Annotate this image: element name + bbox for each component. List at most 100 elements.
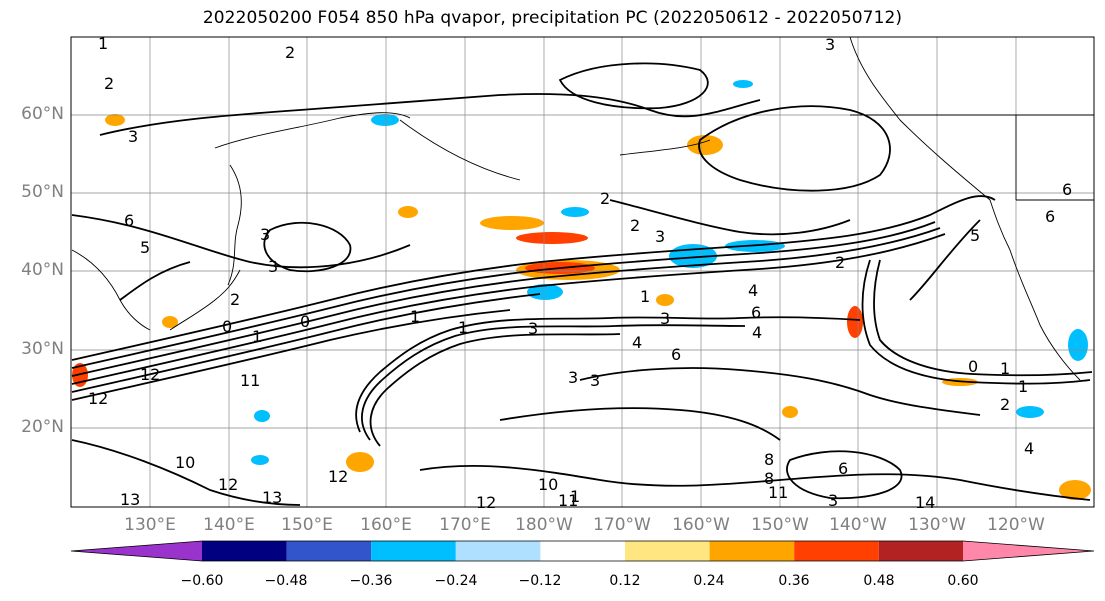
contour-label: 12 <box>140 365 160 384</box>
contour-label: 4 <box>1024 439 1034 458</box>
contour-label: 2 <box>600 189 610 208</box>
contour-label: 2 <box>230 290 240 309</box>
colorbar-tick-label: 0.48 <box>863 573 895 589</box>
contour-label: 10 <box>538 475 558 494</box>
contour-label: 1 <box>410 307 420 326</box>
contour-label: 8 <box>764 450 774 469</box>
contour-label: 6 <box>751 303 761 322</box>
colorbar-swatch <box>878 541 964 561</box>
colorbar-swatch <box>540 541 625 561</box>
lon-label: 150°E <box>281 515 333 535</box>
contour-label: 11 <box>240 371 260 390</box>
contour-label: 12 <box>328 467 348 486</box>
colorbar <box>70 540 1095 562</box>
contour-label: 4 <box>632 333 642 352</box>
contour-label: 8 <box>764 469 774 488</box>
contour-label: 12 <box>218 475 238 494</box>
contour-label: 11 <box>768 483 788 502</box>
contour-label: 3 <box>825 35 835 54</box>
contour-label: 3 <box>660 309 670 328</box>
lon-label: 180°W <box>515 515 573 535</box>
contour-label: 4 <box>748 281 758 300</box>
contour-label: 6 <box>1045 207 1055 226</box>
contour-label: 6 <box>124 211 134 230</box>
contour-label: 0 <box>300 312 310 331</box>
lon-label: 170°E <box>439 515 491 535</box>
colorbar-tick-label: −0.48 <box>264 573 308 589</box>
colorbar-tick-label: 0.36 <box>778 573 810 589</box>
contour-labels: 1 2 3 2 3 2 2 3 3 6 5 3 2 1 0 0 1 1 3 3 … <box>88 34 1072 512</box>
lon-label: 140°E <box>203 515 255 535</box>
contour-label: 1 <box>98 34 108 53</box>
lon-label: 150°W <box>751 515 809 535</box>
contour-label: 2 <box>835 253 845 272</box>
contour-label: 12 <box>88 389 108 408</box>
lat-label: 60°N <box>21 104 64 124</box>
contour-label: 10 <box>175 453 195 472</box>
colorbar-swatch <box>202 541 287 561</box>
colorbar-swatch <box>794 541 879 561</box>
qvapor-contours <box>71 62 1093 506</box>
contour-label: 1 <box>640 287 650 306</box>
colorbar-tick-label: 0.12 <box>609 573 641 589</box>
contour-label: 3 <box>128 127 138 146</box>
contour-label: 1 <box>458 318 468 337</box>
contour-label: 5 <box>140 238 150 257</box>
colorbar-swatch <box>963 541 1094 561</box>
contour-label: 6 <box>1062 180 1072 199</box>
colorbar-outline <box>70 540 1095 562</box>
contour-label: 2 <box>104 74 114 93</box>
lon-label: 140°W <box>829 515 887 535</box>
lon-label: 120°W <box>987 515 1045 535</box>
contour-label: 3 <box>260 225 270 244</box>
colorbar-swatch <box>625 541 710 561</box>
contour-label: 2 <box>285 43 295 62</box>
contour-label: 5 <box>970 226 980 245</box>
lat-label: 20°N <box>21 417 64 437</box>
colorbar-tick-label: 0.60 <box>947 573 979 589</box>
contour-label: 1 <box>1000 359 1010 378</box>
contour-label: 14 <box>915 493 935 512</box>
colorbar-swatch <box>455 541 541 561</box>
contour-label: 0 <box>968 357 978 376</box>
contour-label: 1 <box>252 327 262 346</box>
contour-label: 11 <box>558 491 578 510</box>
lon-label: 170°W <box>593 515 651 535</box>
contour-label: 4 <box>752 323 762 342</box>
colorbar-tick-label: 0.24 <box>693 573 725 589</box>
contour-label: 3 <box>828 491 838 510</box>
colorbar-tick-label: −0.60 <box>180 573 224 589</box>
map-title: 2022050200 F054 850 hPa qvapor, precipit… <box>202 8 903 28</box>
contour-label: 13 <box>120 490 140 509</box>
map-frame <box>70 36 1095 508</box>
colorbar-swatch <box>709 541 795 561</box>
contour-label: 2 <box>1000 395 1010 414</box>
contour-label: 3 <box>528 319 538 338</box>
contour-label: 3 <box>590 371 600 390</box>
contour-label: 1 <box>570 487 580 506</box>
lon-label: 130°W <box>908 515 966 535</box>
contour-label: 12 <box>476 493 496 512</box>
contour-label: 3 <box>655 227 665 246</box>
colorbar-swatch <box>371 541 456 561</box>
contour-label: 13 <box>262 488 282 507</box>
contour-label: 2 <box>630 216 640 235</box>
contour-label: 3 <box>268 257 278 276</box>
lat-label: 30°N <box>21 339 64 359</box>
colorbar-swatch <box>286 541 372 561</box>
colorbar-tick-label: −0.12 <box>518 573 562 589</box>
lon-label: 130°E <box>124 515 176 535</box>
contour-label: 0 <box>222 317 232 336</box>
contour-label: 3 <box>568 368 578 387</box>
lon-label: 160°E <box>360 515 412 535</box>
lat-label: 40°N <box>21 260 64 280</box>
lat-label: 50°N <box>21 182 64 202</box>
coastlines <box>71 36 1094 381</box>
contour-label: 6 <box>838 459 848 478</box>
lon-label: 160°W <box>672 515 730 535</box>
colorbar-tick-label: −0.24 <box>434 573 478 589</box>
colorbar-tick-label: −0.36 <box>349 573 393 589</box>
colorbar-swatch <box>71 541 202 561</box>
contour-label: 6 <box>671 345 681 364</box>
